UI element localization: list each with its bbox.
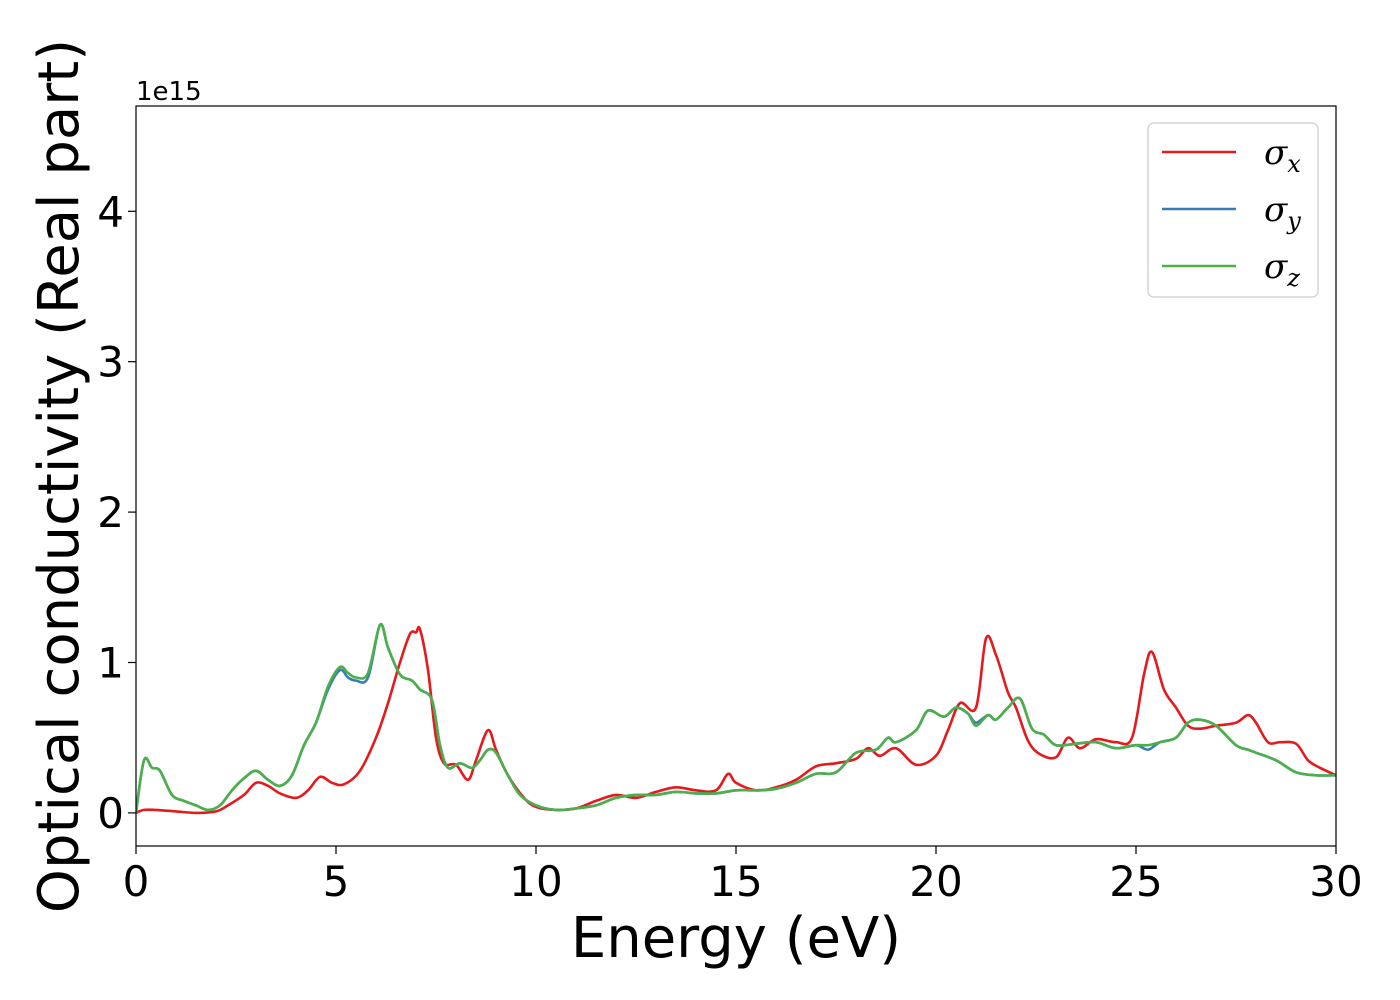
x-tick-label: 30 (1309, 857, 1362, 906)
y-tick-label: 3 (97, 338, 124, 387)
y-tick-label: 2 (97, 488, 124, 537)
x-tick-label: 10 (509, 857, 562, 906)
legend-label-y: σy (1264, 190, 1301, 235)
x-tick-label: 0 (123, 857, 150, 906)
legend-label-z: σz (1264, 247, 1300, 292)
x-tick-label: 15 (709, 857, 762, 906)
y-offset-text: 1e15 (136, 77, 202, 107)
plot-lines (136, 622, 1336, 815)
legend-label-x: σx (1264, 133, 1301, 178)
y-tick-label: 0 (97, 789, 124, 838)
y-axis-title: Optical conductivity (Real part) (27, 39, 92, 913)
x-tick-label: 5 (323, 857, 350, 906)
x-tick-label: 25 (1109, 857, 1162, 906)
series-line-z (136, 622, 1336, 814)
x-axis-title: Energy (eV) (571, 906, 901, 971)
x-axis-ticks: 0 5 10 15 20 25 30 (123, 846, 1363, 906)
x-tick-label: 20 (909, 857, 962, 906)
series-line-x (136, 625, 1336, 815)
legend: σx σy σz (1147, 122, 1319, 298)
y-tick-label: 4 (97, 187, 124, 236)
y-axis-ticks: 0 1 2 3 4 (97, 187, 136, 838)
y-tick-label: 1 (97, 639, 124, 688)
